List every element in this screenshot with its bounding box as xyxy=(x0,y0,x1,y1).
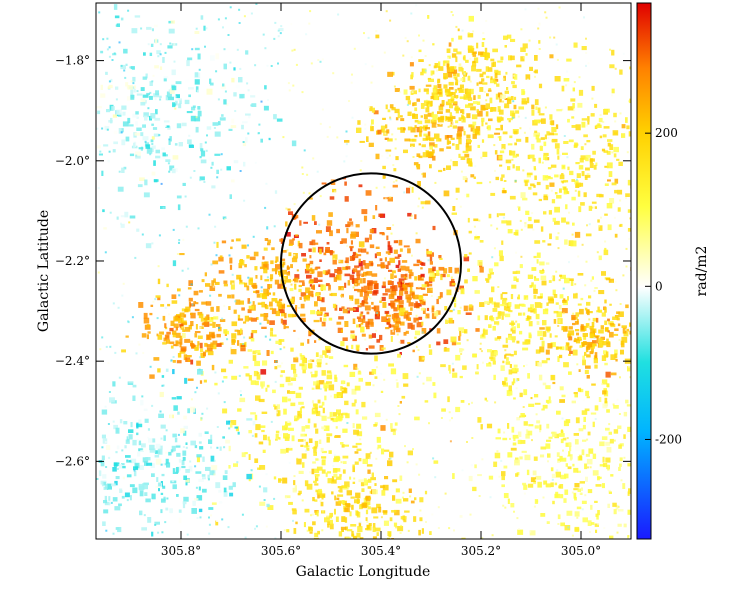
x-axis-label: Galactic Longitude xyxy=(296,564,431,580)
x-tick-label: 305.2° xyxy=(461,544,501,558)
y-tick-label: −2.0° xyxy=(55,154,90,168)
rm-background-speckle xyxy=(96,3,631,539)
rm-region-5 xyxy=(371,15,543,154)
colorbar-tick-label: -200 xyxy=(655,432,682,446)
x-tick-label: 305.4° xyxy=(361,544,401,558)
y-tick-label: −2.4° xyxy=(55,354,90,368)
y-tick-label: −2.2° xyxy=(55,254,90,268)
annotation-layer xyxy=(280,172,462,355)
colorbar-label: rad/m2 xyxy=(694,246,710,297)
y-tick-label: −2.6° xyxy=(55,454,90,468)
x-tick-label: 305.8° xyxy=(161,544,201,558)
y-axis: −1.8° −2.0° −2.2° −2.4° −2.6° xyxy=(55,54,631,468)
x-tick-label: 305.6° xyxy=(261,544,301,558)
colorbar xyxy=(636,2,652,540)
rm-region-13 xyxy=(96,4,297,267)
rm-region-10 xyxy=(452,299,631,539)
colorbar-tick-label: 0 xyxy=(655,279,663,293)
rm-map-image xyxy=(96,3,631,539)
colorbar-axis: 200 0 -200 xyxy=(645,126,682,446)
x-axis: 305.8° 305.6° 305.4° 305.2° 305.0° xyxy=(161,3,601,558)
rm-region-6 xyxy=(417,38,631,299)
x-tick-label: 305.0° xyxy=(561,544,601,558)
rm-region-3 xyxy=(121,278,278,384)
rm-region-4 xyxy=(332,34,554,211)
annotation-circle xyxy=(280,172,462,355)
rm-region-11 xyxy=(526,274,631,404)
rm-region-12 xyxy=(98,368,270,537)
rm-region-9 xyxy=(169,284,446,539)
y-axis-label: Galactic Latitude xyxy=(36,210,52,332)
y-tick-label: −1.8° xyxy=(55,54,90,68)
colorbar-tick-label: 200 xyxy=(655,126,678,140)
rm-region-2 xyxy=(167,208,360,394)
plot-frame xyxy=(95,2,632,540)
